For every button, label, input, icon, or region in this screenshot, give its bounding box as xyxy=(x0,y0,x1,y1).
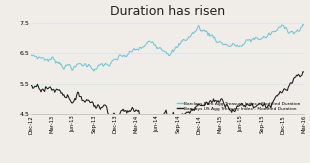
Title: Duration has risen: Duration has risen xyxy=(110,5,225,18)
Legend: Barclays Euro Agg Treasury Index - Modified Duration, Barclays US Agg Treasury I: Barclays Euro Agg Treasury Index - Modif… xyxy=(176,101,302,112)
